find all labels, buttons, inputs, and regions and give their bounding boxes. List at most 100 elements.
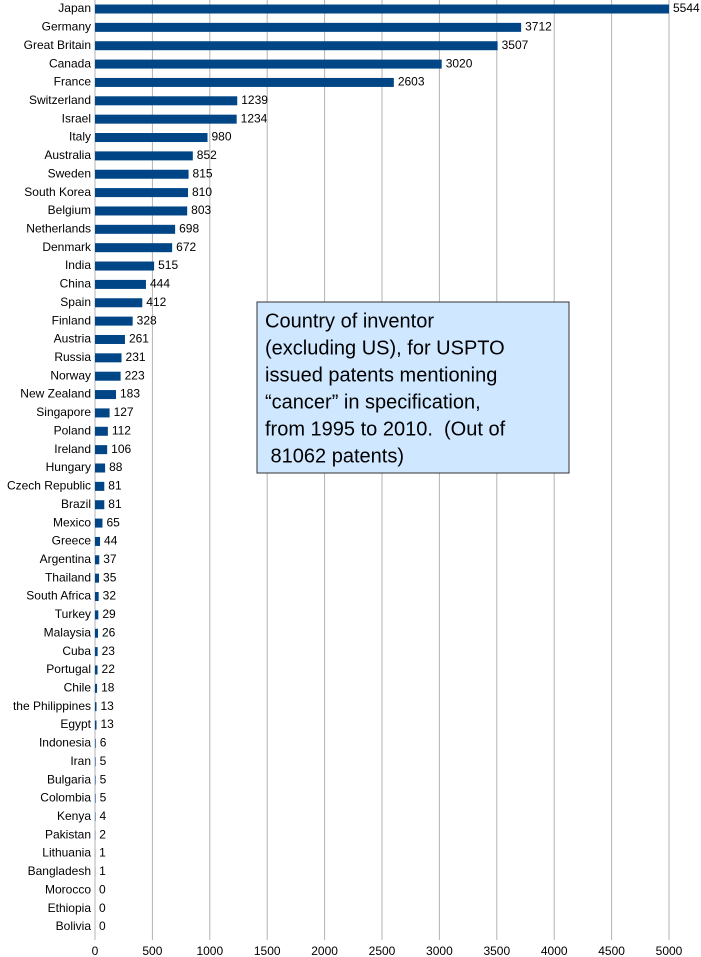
value-label: 106 (111, 442, 131, 456)
bar (95, 316, 133, 326)
value-label: 0 (99, 919, 106, 933)
value-label: 1234 (241, 111, 268, 125)
bar (95, 41, 498, 51)
value-label: 18 (101, 680, 115, 694)
y-tick-label: Russia (54, 350, 91, 364)
value-label: 698 (179, 221, 199, 235)
bar (95, 279, 146, 289)
y-tick-label: Spain (60, 295, 91, 309)
value-label: 44 (104, 534, 118, 548)
value-label: 183 (120, 387, 140, 401)
y-tick-label: Denmark (42, 240, 92, 254)
y-tick-label: France (54, 75, 92, 89)
x-tick-label: 4000 (541, 944, 568, 957)
y-tick-label: Austria (54, 332, 92, 346)
value-label: 0 (99, 901, 106, 915)
y-tick-label: Indonesia (39, 736, 91, 750)
value-label: 6 (100, 736, 107, 750)
bar (95, 22, 522, 32)
annotation-line: “cancer” in specification, (265, 391, 481, 413)
y-tick-label: Belgium (48, 203, 91, 217)
y-tick-label: Bolivia (56, 919, 92, 933)
value-label: 127 (114, 405, 134, 419)
bar (95, 353, 122, 363)
bar (95, 757, 96, 767)
value-label: 1 (99, 864, 106, 878)
value-label: 810 (192, 185, 212, 199)
annotation-box (256, 301, 570, 474)
annotation-line: (excluding US), for USPTO (265, 337, 505, 359)
y-tick-label: New Zealand (20, 387, 91, 401)
value-label: 29 (102, 607, 116, 621)
bar (95, 298, 143, 308)
value-label: 328 (137, 313, 157, 327)
value-label: 2603 (398, 75, 425, 89)
x-tick-label: 5000 (656, 944, 683, 957)
annotation: Country of inventor (excluding US), for U… (265, 310, 506, 467)
y-tick-label: Great Britain (24, 38, 91, 52)
y-tick-label: Australia (44, 148, 91, 162)
bar (95, 793, 96, 803)
bar (95, 169, 189, 179)
x-tick-label: 0 (92, 944, 99, 957)
bar (95, 133, 208, 143)
y-tick-label: India (65, 258, 91, 272)
bar (95, 96, 238, 106)
value-label: 444 (150, 277, 170, 291)
annotation-line: 81062 patents) (265, 445, 404, 467)
value-label: 32 (103, 589, 117, 603)
value-label: 412 (146, 295, 166, 309)
value-label: 81 (108, 497, 122, 511)
y-tick-label: Bulgaria (47, 772, 91, 786)
y-tick-label: Germany (42, 20, 91, 34)
y-tick-label: the Philippines (13, 699, 91, 713)
bar (95, 665, 98, 675)
y-tick-label: Hungary (46, 460, 91, 474)
bar (95, 261, 155, 271)
y-tick-label: Japan (58, 1, 91, 15)
value-label: 4 (99, 809, 106, 823)
bar (95, 188, 188, 198)
bar (95, 628, 98, 638)
value-label: 672 (176, 240, 196, 254)
bar (95, 114, 237, 124)
bar (95, 683, 98, 693)
bar (95, 224, 176, 234)
value-label: 5544 (673, 1, 700, 15)
bar (95, 647, 98, 657)
y-tick-label: South Africa (26, 589, 91, 603)
value-label: 3020 (446, 56, 473, 70)
value-label: 65 (106, 515, 120, 529)
y-tick-label: Israel (62, 111, 91, 125)
y-tick-label: Poland (54, 423, 91, 437)
bar (95, 334, 125, 344)
y-tick-label: China (60, 277, 92, 291)
y-tick-label: Canada (49, 56, 91, 70)
y-tick-label: South Korea (24, 185, 91, 199)
bar (95, 518, 103, 528)
y-tick-label: Brazil (61, 497, 91, 511)
bar (95, 206, 188, 216)
y-tick-label: Pakistan (45, 827, 91, 841)
y-tick-label: Thailand (45, 570, 91, 584)
x-tick-label: 2000 (311, 944, 338, 957)
value-label: 112 (112, 423, 131, 437)
value-label: 0 (99, 882, 106, 896)
annotation-line: issued patents mentioning (265, 364, 497, 386)
y-tick-label: Lithuania (42, 846, 91, 860)
y-tick-label: Singapore (36, 405, 91, 419)
value-label: 803 (191, 203, 211, 217)
y-tick-label: Greece (52, 534, 92, 548)
bar (95, 536, 101, 546)
value-label: 3712 (525, 20, 552, 34)
value-label: 231 (126, 350, 146, 364)
x-tick-label: 3500 (483, 944, 510, 957)
value-label: 515 (158, 258, 178, 272)
y-tick-label: Bangladesh (28, 864, 91, 878)
bar (95, 555, 100, 565)
x-tick-label: 1000 (196, 944, 223, 957)
value-label: 5 (100, 791, 107, 805)
bar (95, 371, 121, 381)
bar (95, 59, 442, 69)
